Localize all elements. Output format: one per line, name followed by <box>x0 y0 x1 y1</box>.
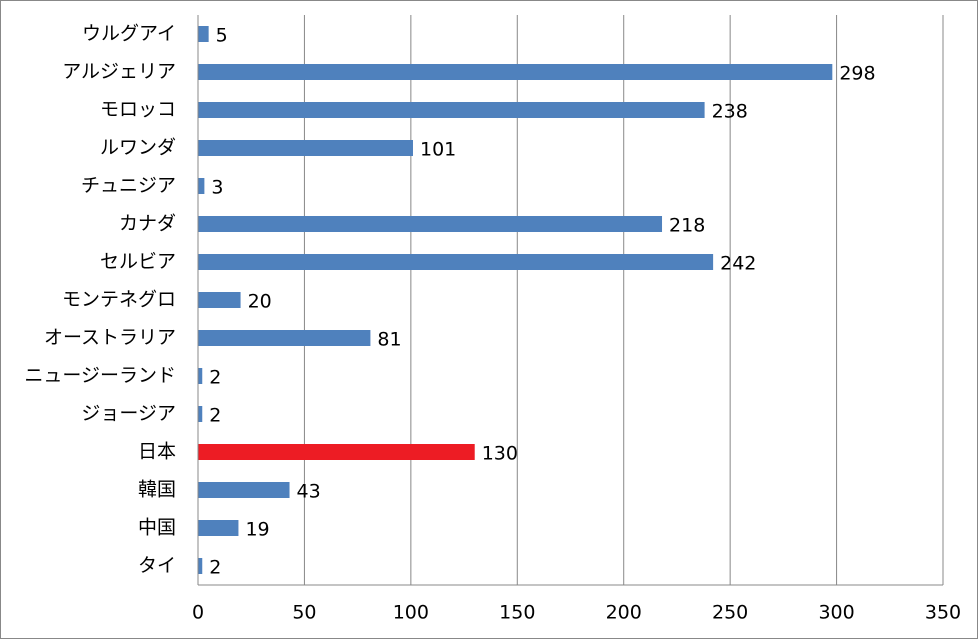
y-tick-label: セルビア <box>100 251 176 273</box>
bar <box>198 406 203 422</box>
bar <box>198 558 203 574</box>
bar <box>198 102 705 118</box>
data-label: 20 <box>248 291 272 313</box>
bar <box>198 368 203 384</box>
y-tick-label: チュニジア <box>81 175 176 197</box>
data-label: 2 <box>209 367 221 389</box>
y-tick-label: 韓国 <box>138 479 176 501</box>
y-tick-label: ウルグアイ <box>82 23 176 45</box>
x-tick-label: 50 <box>292 602 316 624</box>
data-label: 3 <box>211 177 223 199</box>
data-label: 5 <box>216 25 228 47</box>
y-tick-label: ジョージア <box>81 403 176 425</box>
bar <box>198 292 241 308</box>
bar <box>198 254 714 270</box>
y-tick-label: 日本 <box>138 441 176 463</box>
data-label: 19 <box>245 519 269 541</box>
y-tick-label: モロッコ <box>100 99 176 121</box>
data-label: 238 <box>712 101 748 123</box>
x-tick-label: 250 <box>712 602 748 624</box>
bar <box>198 178 205 194</box>
bar <box>198 482 290 498</box>
y-tick-label: タイ <box>138 555 176 577</box>
bar <box>198 444 475 460</box>
y-tick-label: オーストラリア <box>44 327 176 349</box>
x-tick-label: 100 <box>393 602 429 624</box>
data-label: 242 <box>720 253 756 275</box>
data-label: 298 <box>839 63 875 85</box>
data-label: 43 <box>297 481 321 503</box>
bar <box>198 330 371 346</box>
bar <box>198 64 833 80</box>
data-label: 130 <box>482 443 518 465</box>
data-label: 81 <box>377 329 401 351</box>
y-tick-label: ニュージーランド <box>24 365 176 387</box>
y-tick-label: アルジェリア <box>62 61 176 83</box>
y-tick-label: ルワンダ <box>100 137 176 159</box>
y-tick-label: カナダ <box>119 213 176 235</box>
bar <box>198 520 239 536</box>
data-label: 101 <box>420 139 456 161</box>
x-tick-label: 0 <box>192 602 204 624</box>
data-label: 218 <box>669 215 705 237</box>
data-label: 2 <box>209 405 221 427</box>
data-label: 2 <box>209 557 221 579</box>
x-tick-label: 300 <box>818 602 854 624</box>
bar <box>198 216 663 232</box>
bar <box>198 140 413 156</box>
x-tick-label: 150 <box>499 602 535 624</box>
y-tick-label: 中国 <box>138 517 176 539</box>
y-tick-label: モンテネグロ <box>62 289 176 311</box>
bar <box>198 26 209 42</box>
x-tick-label: 350 <box>925 602 961 624</box>
x-tick-label: 200 <box>606 602 642 624</box>
